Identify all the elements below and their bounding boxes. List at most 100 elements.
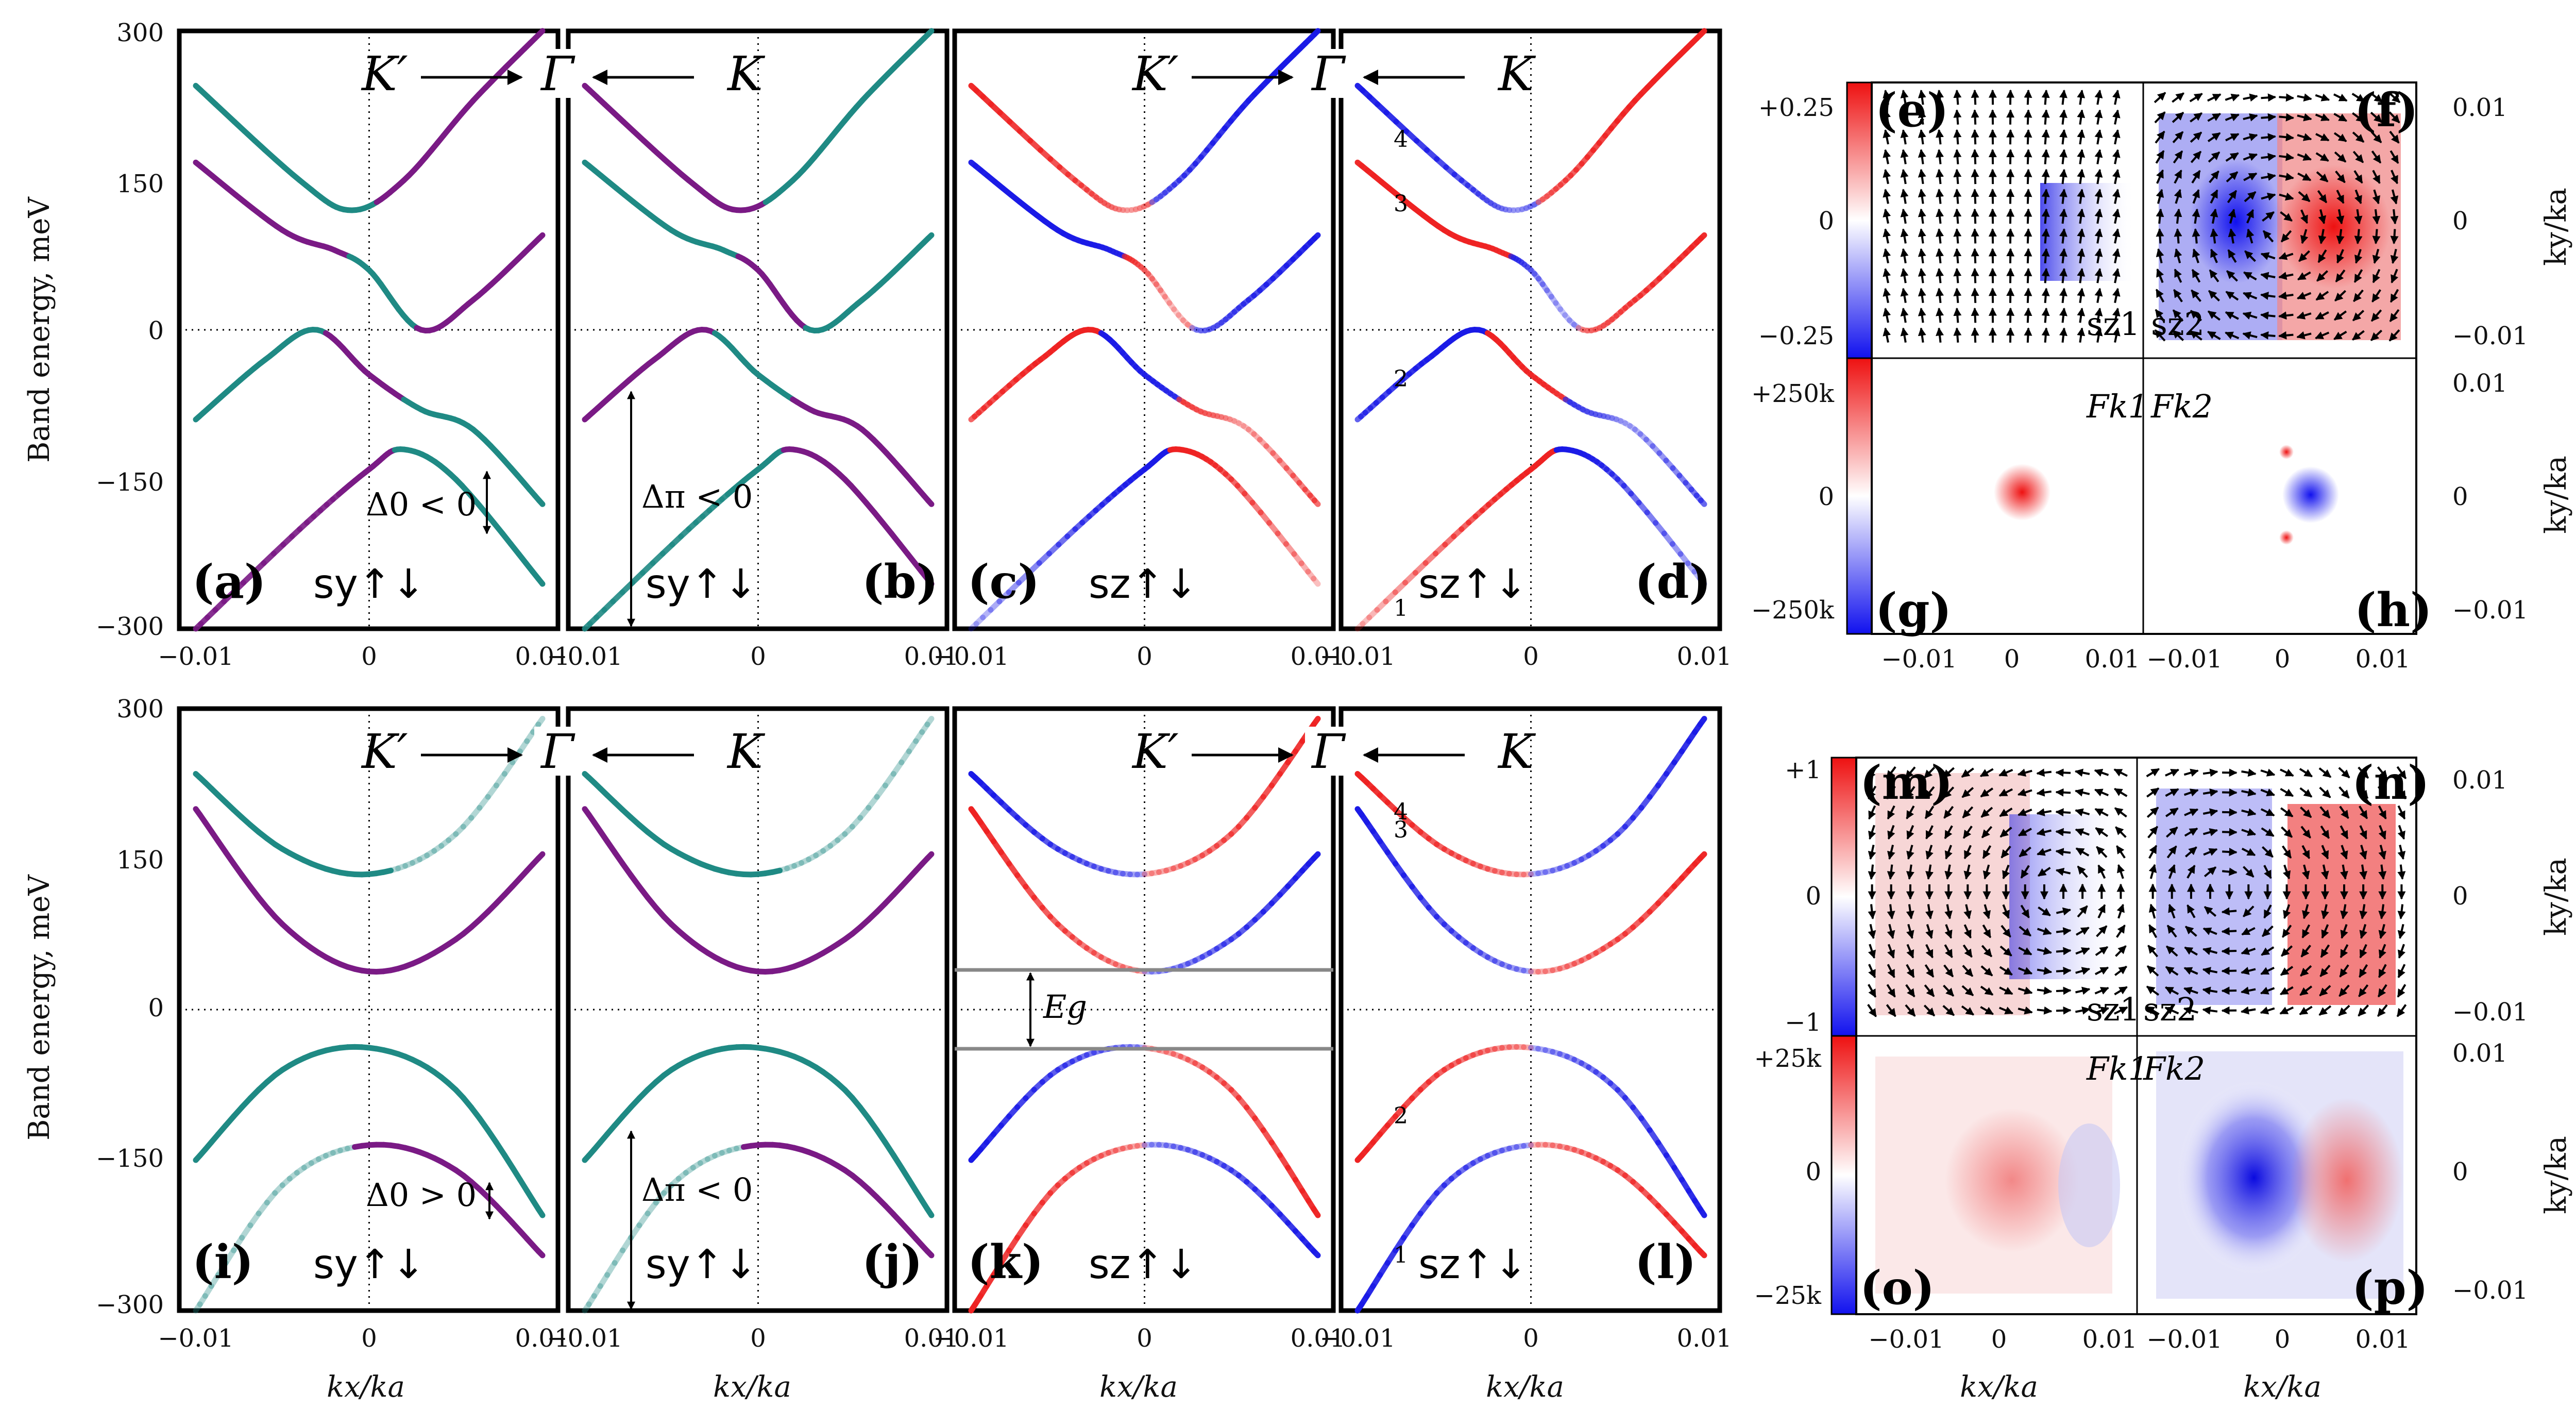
vector-arrow	[2059, 288, 2067, 304]
vector-arrow	[2112, 248, 2121, 263]
vector-arrow	[1887, 825, 1895, 840]
vector-arrow	[2190, 112, 2202, 123]
eg-label: Eg	[1043, 988, 1087, 1026]
band-curve	[1548, 294, 1559, 306]
vector-arrow	[2097, 864, 2106, 879]
vector-arrow	[1981, 826, 1993, 839]
band-curve	[1514, 1143, 1527, 1150]
vector-arrow	[2018, 986, 2033, 995]
band-curve	[1366, 607, 1380, 621]
vector-arrow	[2059, 228, 2067, 244]
vector-arrow	[2354, 189, 2362, 205]
vector-arrow	[2114, 965, 2127, 976]
vector-arrow	[2006, 307, 2015, 323]
x-tick: 0.01	[2082, 1325, 2138, 1354]
vector-arrow	[1936, 248, 1944, 264]
vector-arrow	[2296, 331, 2312, 340]
vector-arrow	[2260, 331, 2276, 340]
band-curve	[645, 1200, 659, 1217]
vector-arrow	[2041, 327, 2050, 343]
vector-arrow	[2225, 311, 2239, 320]
vector-arrow	[2299, 985, 2313, 996]
vector-arrow	[2207, 132, 2221, 142]
vector-arrow	[2184, 926, 2197, 937]
spin-legend: sz↑↓	[1089, 1242, 1198, 1288]
band-curve	[1162, 294, 1173, 306]
vector-arrow	[1953, 89, 1962, 105]
band-curve	[535, 716, 546, 728]
band-curve	[424, 848, 437, 859]
vector-arrow	[2334, 290, 2346, 301]
vector-arrow	[2280, 966, 2294, 976]
vector-arrow	[2164, 986, 2179, 995]
vector-arrow	[1868, 785, 1877, 800]
band-curve	[925, 232, 935, 242]
band-curve	[1105, 202, 1115, 210]
vector-arrow	[2390, 248, 2399, 264]
vector-arrow	[2056, 927, 2072, 935]
band-curve	[668, 1176, 682, 1188]
band-number: 1	[1394, 1242, 1408, 1268]
arrow-field-n	[2146, 766, 2407, 1017]
vector-arrow	[2359, 845, 2367, 860]
x-tick: −0.01	[933, 1324, 1009, 1353]
vector-arrow	[2262, 846, 2274, 858]
band-curve	[1539, 281, 1550, 293]
vector-arrow	[2397, 825, 2405, 840]
vector-arrow	[2018, 967, 2033, 975]
y-tick: 150	[116, 170, 164, 198]
band-curve	[1528, 870, 1541, 877]
berry-peak	[1994, 464, 2050, 521]
vector-arrow	[2242, 311, 2258, 320]
vector-arrow	[1887, 864, 1895, 880]
band-curve	[1298, 560, 1311, 575]
cb-tick: 0	[1805, 882, 1821, 911]
vector-arrow	[2184, 946, 2198, 956]
band-curve	[1134, 871, 1147, 878]
vector-arrow	[2279, 153, 2294, 161]
vector-arrow	[2246, 209, 2254, 224]
vector-arrow	[2036, 788, 2052, 797]
vector-arrow	[2097, 904, 2106, 918]
vector-arrow	[2112, 288, 2121, 303]
vector-arrow	[2260, 966, 2275, 975]
band-curve	[1098, 866, 1111, 874]
vector-arrow	[2192, 228, 2200, 244]
band-curve	[1535, 869, 1548, 877]
vector-arrow	[2241, 967, 2256, 975]
vector-arrow	[2261, 113, 2277, 122]
vector-arrow	[2094, 327, 2103, 343]
vector-arrow	[1953, 228, 1962, 244]
header-gap	[534, 727, 581, 776]
x-tick: 0	[1523, 1324, 1539, 1353]
vector-arrow	[2094, 288, 2103, 303]
vector-arrow	[2183, 789, 2199, 797]
band-curve	[1266, 520, 1281, 537]
vector-arrow	[2243, 906, 2255, 917]
y-tick: 150	[116, 846, 164, 875]
vector-arrow	[2174, 269, 2182, 283]
vector-arrow	[2001, 845, 2011, 859]
vector-arrow	[1982, 845, 1992, 859]
band-curve	[1506, 964, 1519, 972]
vector-arrow	[2397, 924, 2406, 940]
y-tick: −300	[96, 1290, 164, 1319]
kx-label: kx/ka	[713, 1370, 791, 1404]
vector-arrow	[1953, 248, 1962, 264]
vector-arrow	[1883, 268, 1891, 283]
vector-arrow	[1953, 208, 1962, 224]
vector-arrow	[1980, 965, 1993, 977]
vector-arrow	[2338, 767, 2350, 779]
band-curve	[597, 1272, 611, 1289]
vector-arrow	[1906, 904, 1914, 919]
band-curve	[1605, 414, 1615, 421]
vector-arrow	[2263, 865, 2272, 879]
vector-arrow	[2077, 228, 2086, 244]
vector-arrow	[1936, 129, 1944, 145]
vector-arrow	[2146, 768, 2160, 778]
vector-arrow	[2056, 1006, 2072, 1015]
band-curve	[1311, 1206, 1321, 1218]
vector-arrow	[2165, 768, 2179, 777]
band-curve	[1311, 232, 1321, 242]
vector-arrow	[1918, 267, 1926, 283]
